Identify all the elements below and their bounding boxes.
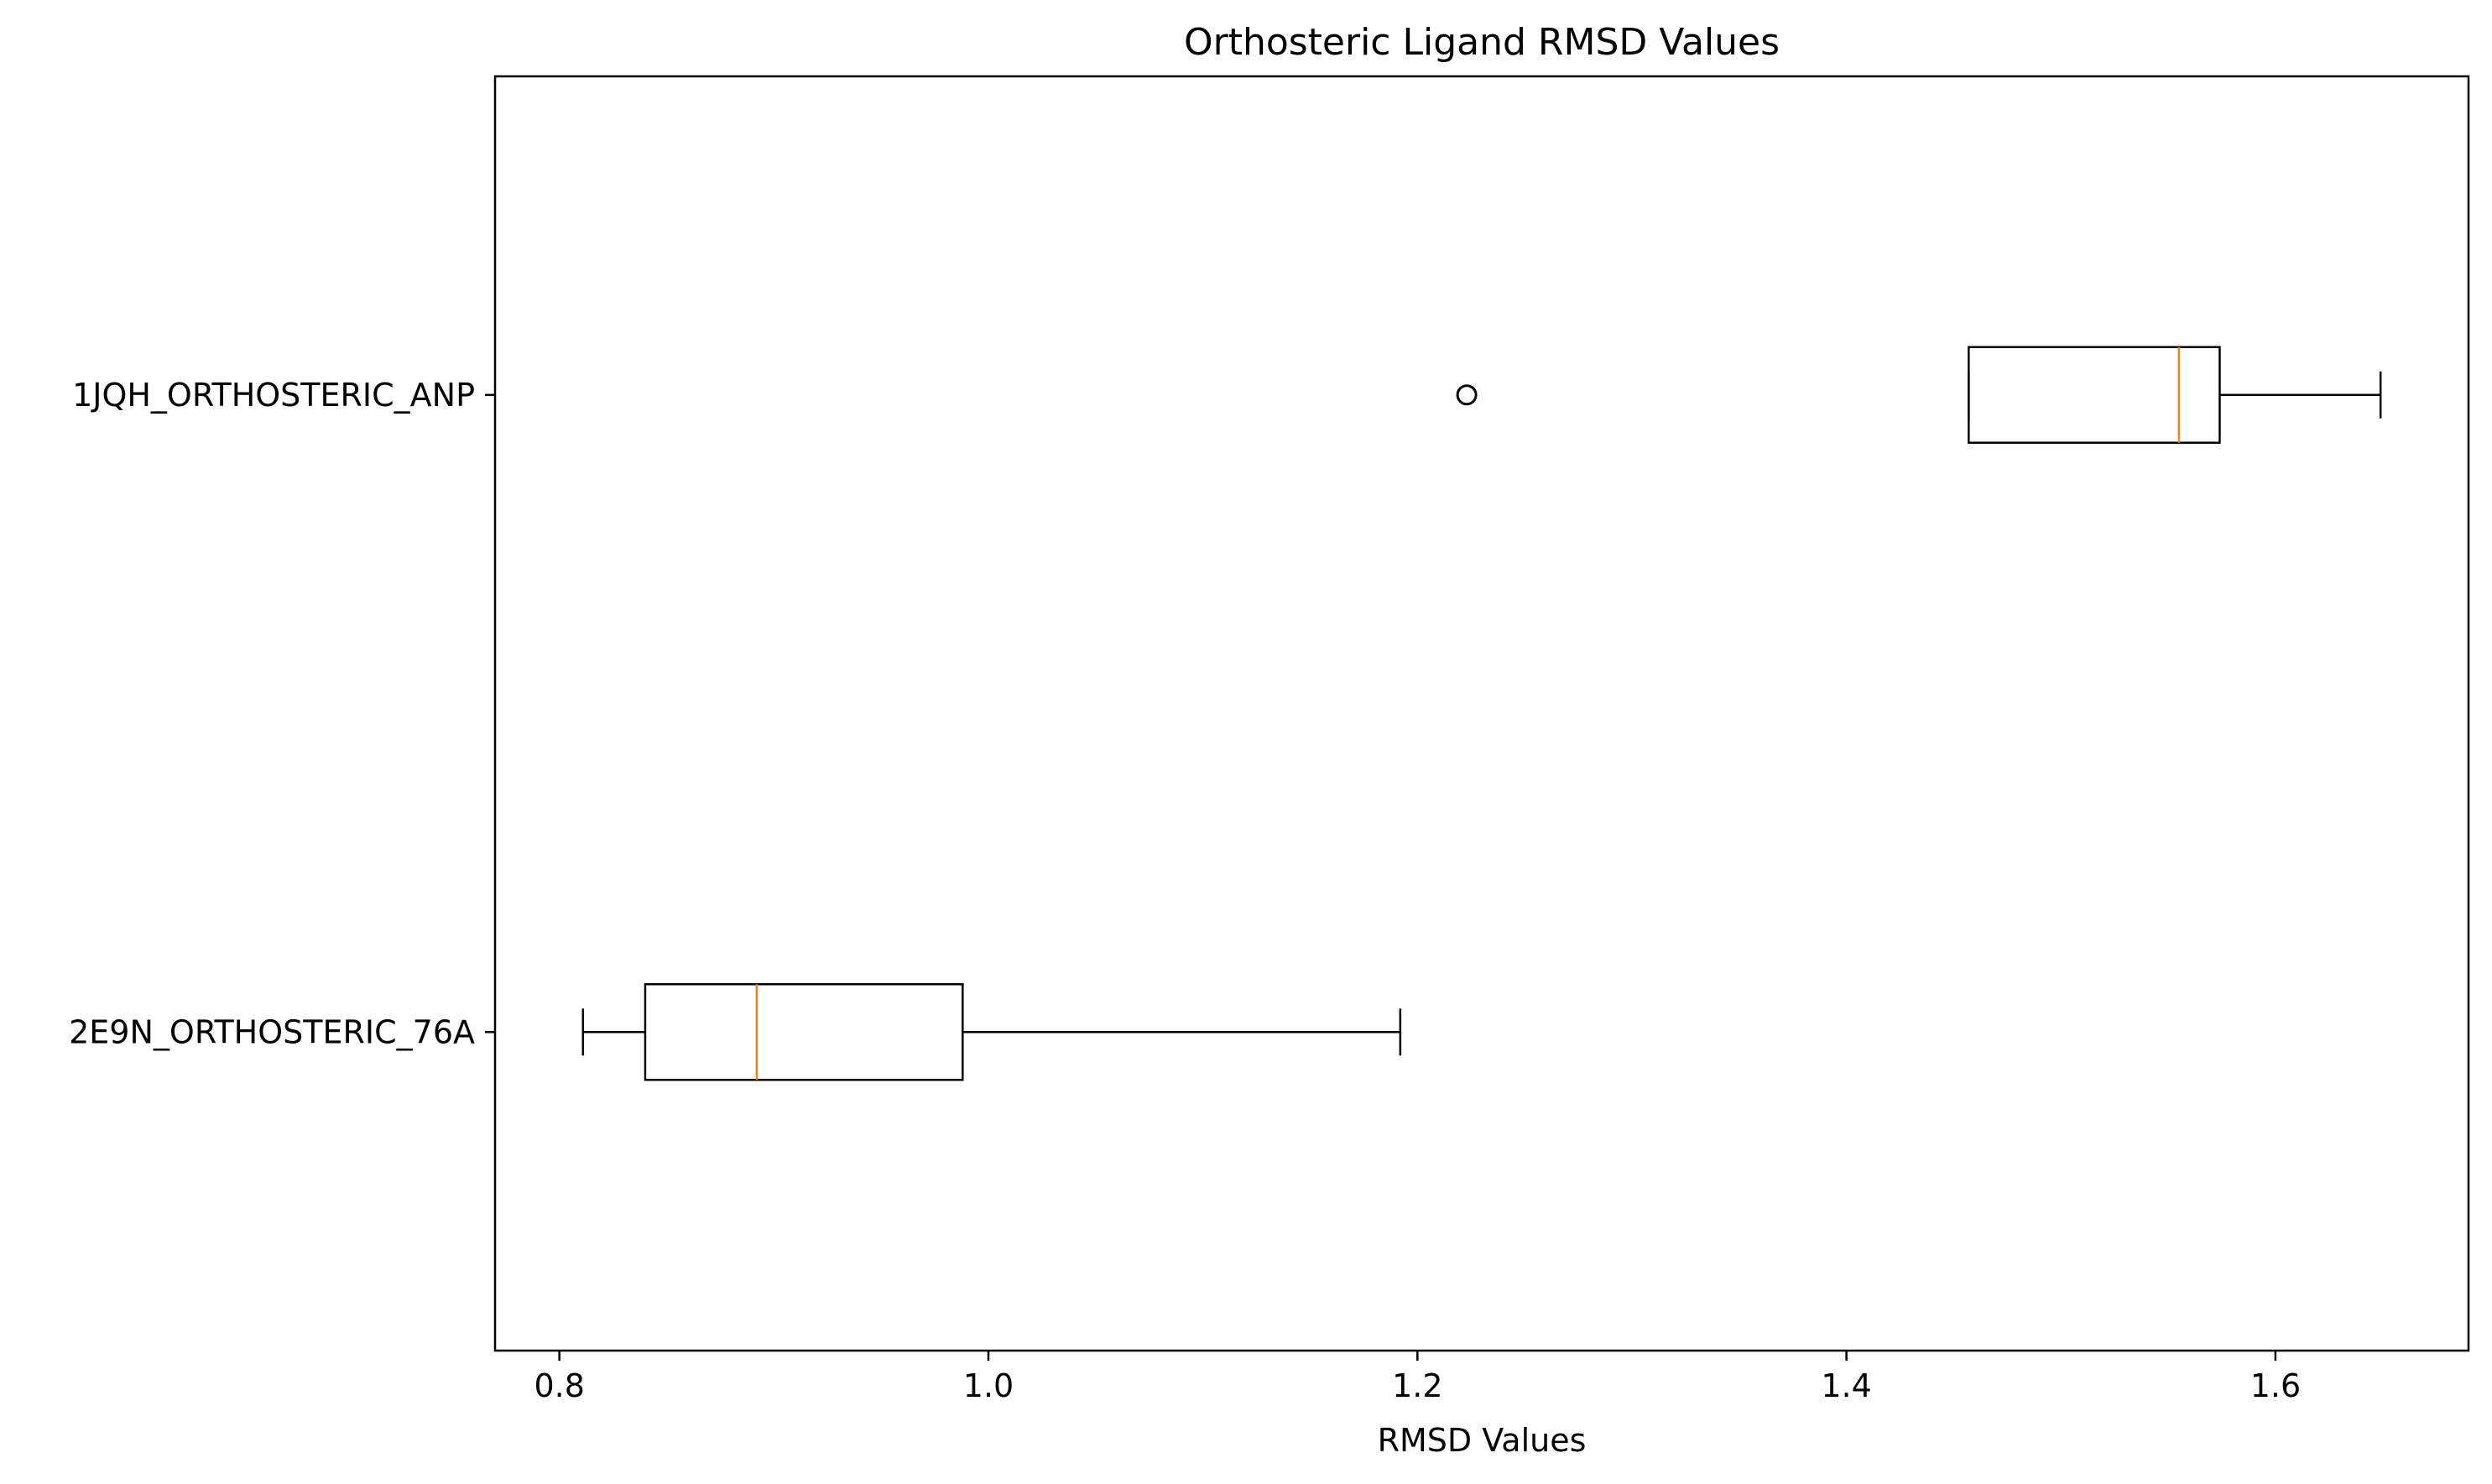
box-group — [1456, 346, 2382, 444]
box-iqr — [1968, 346, 2221, 444]
x-tick-label: 1.2 — [1392, 1367, 1442, 1404]
y-tick-label: 1JQH_ORTHOSTERIC_ANP — [72, 377, 475, 414]
plot-area-frame — [493, 75, 2470, 1352]
x-axis-ticks: 0.8 1.0 1.2 1.4 1.6 — [534, 1351, 2301, 1404]
y-axis-ticks: 1JQH_ORTHOSTERIC_ANP 2E9N_ORTHOSTERIC_76A — [69, 377, 495, 1050]
outlier-point — [1456, 384, 1478, 406]
box-group — [581, 983, 1402, 1081]
box-iqr — [644, 983, 964, 1081]
y-tick-label: 2E9N_ORTHOSTERIC_76A — [69, 1013, 475, 1050]
x-tick-label: 1.0 — [963, 1367, 1014, 1404]
box-series — [581, 346, 2382, 1081]
x-tick-label: 0.8 — [534, 1367, 584, 1404]
x-axis-label: RMSD Values — [1378, 1422, 1587, 1459]
chart-title: Orthosteric Ligand RMSD Values — [1184, 21, 1780, 64]
x-tick-label: 1.4 — [1821, 1367, 1871, 1404]
x-tick-label: 1.6 — [2250, 1367, 2301, 1404]
